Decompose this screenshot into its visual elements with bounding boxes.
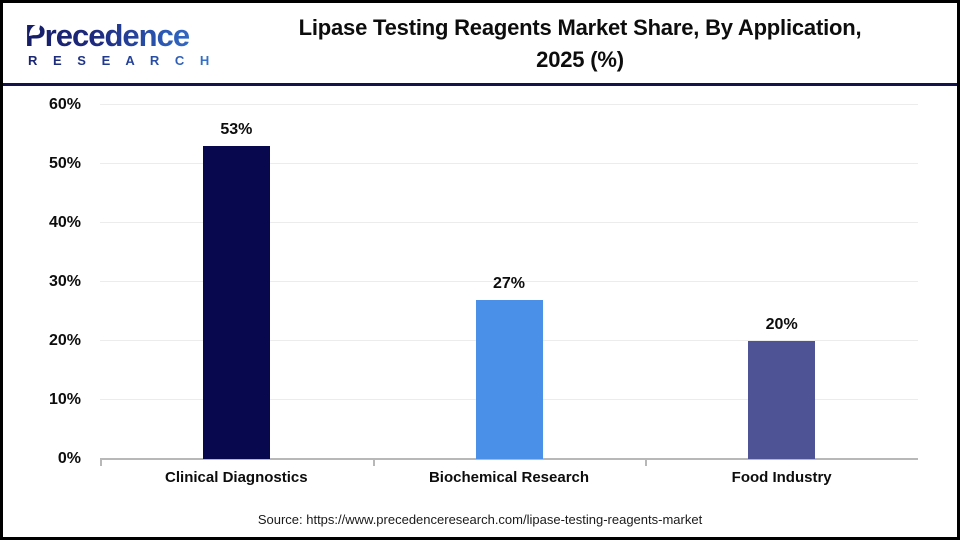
chart-title: Lipase Testing Reagents Market Share, By… xyxy=(231,12,939,76)
gridline xyxy=(100,222,918,223)
logo-wordmark: Precedence xyxy=(25,20,231,51)
x-axis-tick xyxy=(100,460,102,466)
bar-value-label: 53% xyxy=(220,121,253,139)
y-axis-tick-label: 30% xyxy=(48,273,81,290)
bar-biochemical-research xyxy=(475,299,543,459)
x-axis-category-label: Clinical Diagnostics xyxy=(165,469,308,486)
y-axis-tick-label: 0% xyxy=(57,450,81,467)
x-axis-tick xyxy=(372,460,375,466)
y-axis-tick-label: 20% xyxy=(48,332,81,349)
bar-value-label: 27% xyxy=(492,274,526,292)
y-axis-tick-label: 50% xyxy=(48,155,81,172)
chart-title-line2: 2025 (%) xyxy=(536,47,624,72)
logo-subtitle: R E S E A R C H xyxy=(25,53,231,68)
x-axis-line xyxy=(100,458,918,460)
chart-section: Source: https://www.precedenceresearch.c… xyxy=(3,86,957,537)
precedence-research-logo: Precedence R E S E A R C H xyxy=(21,20,231,68)
x-axis-category-label: Biochemical Research xyxy=(428,469,590,486)
y-axis-tick-label: 40% xyxy=(48,214,81,231)
y-axis-tick-label: 10% xyxy=(48,391,81,408)
y-axis-tick-label: 60% xyxy=(48,96,81,113)
bar-food-industry xyxy=(748,341,816,459)
source-text: Source: https://www.precedenceresearch.c… xyxy=(257,512,703,527)
chart-title-line1: Lipase Testing Reagents Market Share, By… xyxy=(298,15,862,41)
x-axis-tick xyxy=(645,460,648,466)
bar-clinical-diagnostics xyxy=(202,146,270,459)
x-axis-category-label: Food Industry xyxy=(731,469,832,486)
bar-value-label: 20% xyxy=(765,316,798,333)
gridline xyxy=(100,163,918,164)
gridline xyxy=(100,281,918,282)
header-divider xyxy=(3,83,957,86)
header: Precedence R E S E A R C H Lipase Testin… xyxy=(3,3,957,83)
gridline xyxy=(100,104,918,105)
